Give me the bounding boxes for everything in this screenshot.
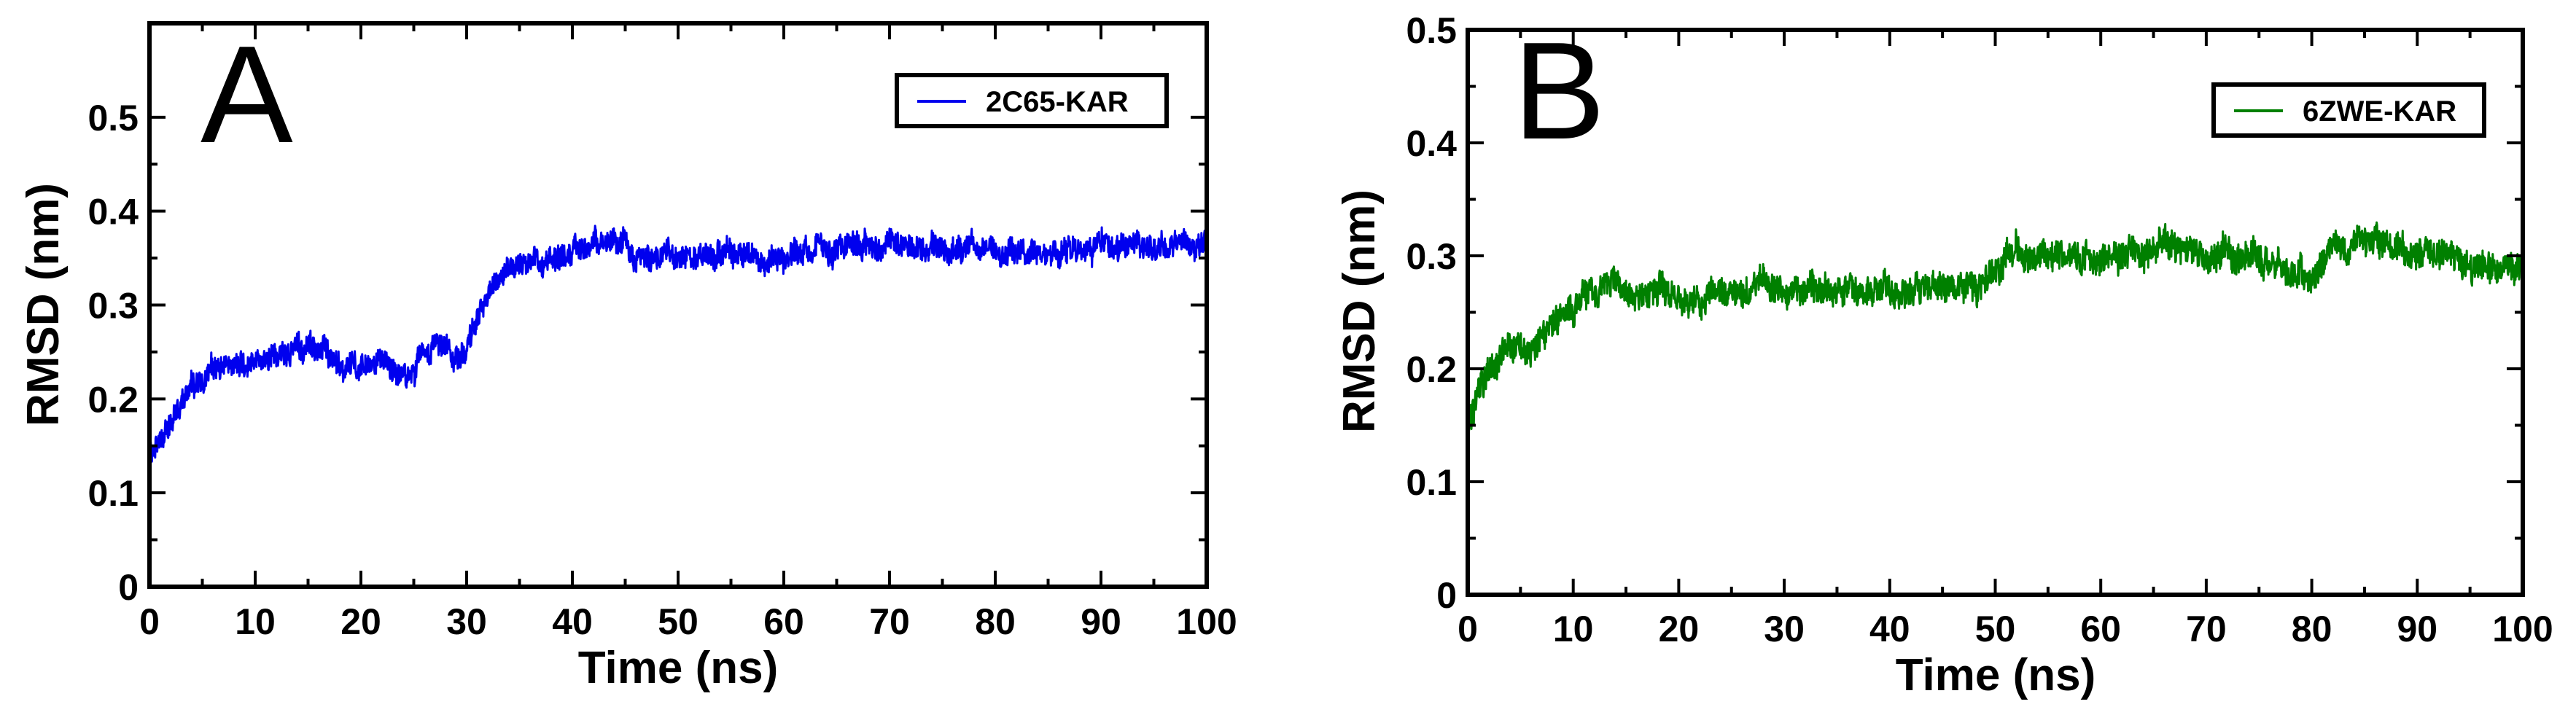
panel-b-legend-label: 6ZWE-KAR xyxy=(2303,95,2456,128)
panel-a-x-tick-label: 40 xyxy=(552,601,593,642)
panel-b-y-tick-label: 0.5 xyxy=(1406,10,1457,51)
panel-b-x-tick-label: 30 xyxy=(1764,609,1805,649)
panel-b-y-tick-label: 0.1 xyxy=(1406,462,1457,503)
panel-a-legend: 2C65-KAR xyxy=(895,73,1169,128)
panel-b-y-tick-label: 0.2 xyxy=(1406,349,1457,390)
panel-b-x-tick-label: 70 xyxy=(2186,609,2227,649)
panel-b-x-axis-title: Time (ns) xyxy=(1896,650,2096,700)
panel-a-x-tick-label: 70 xyxy=(869,601,910,642)
panel-a-y-axis-title: RMSD (nm) xyxy=(18,183,69,426)
panel-a-y-tick-label: 0.4 xyxy=(87,192,139,232)
panel-b-y-tick-label: 0.4 xyxy=(1406,123,1457,164)
panel-b-ticks xyxy=(1466,28,2524,596)
panel-a-y-tick-label: 0.1 xyxy=(87,473,139,514)
panel-a-series-marks xyxy=(148,224,1208,463)
panel-a-x-tick-label: 10 xyxy=(235,601,276,642)
panel-b-letter: B xyxy=(1513,14,1606,168)
panel-b-x-tick-label: 20 xyxy=(1659,609,1700,649)
panel-b-x-tick-label: 80 xyxy=(2292,609,2332,649)
panel-a-series-line-2c65-kar xyxy=(148,224,1208,463)
panel-a-y-tick-label: 0.2 xyxy=(87,379,139,420)
panel-a-x-tick-label: 30 xyxy=(446,601,487,642)
panel-a-y-tick-label: 0 xyxy=(118,567,139,608)
panel-b-x-tick-label: 0 xyxy=(1458,609,1478,649)
panel-a-ticks xyxy=(148,23,1208,588)
panel-b-x-tick-label: 10 xyxy=(1553,609,1594,649)
panel-b-series-marks xyxy=(1466,221,2524,434)
panel-b-x-tick-labels: 0 10 20 30 40 50 60 70 80 90 100 xyxy=(1458,609,2553,649)
panel-b-x-tick-label: 50 xyxy=(1975,609,2016,649)
panel-a-x-tick-label: 0 xyxy=(139,601,160,642)
panel-a-legend-label: 2C65-KAR xyxy=(986,86,1129,118)
panel-a-x-tick-label: 20 xyxy=(341,601,381,642)
panel-a: 0 10 20 30 40 50 60 70 80 90 100 0 0.1 0… xyxy=(18,17,1237,693)
panel-a-x-tick-label: 80 xyxy=(975,601,1016,642)
panel-b-y-tick-labels: 0 0.1 0.2 0.3 0.4 0.5 xyxy=(1406,10,1457,616)
panel-a-y-tick-labels: 0 0.1 0.2 0.3 0.4 0.5 xyxy=(87,98,139,608)
panel-b-x-tick-label: 90 xyxy=(2397,609,2437,649)
panel-a-y-tick-label: 0.5 xyxy=(87,98,139,138)
panel-b: 0 10 20 30 40 50 60 70 80 90 100 0 0.1 0… xyxy=(1334,10,2553,700)
panel-b-x-tick-label: 100 xyxy=(2492,609,2553,649)
panel-b-y-axis-title: RMSD (nm) xyxy=(1334,189,1385,433)
panel-b-x-tick-label: 40 xyxy=(1869,609,1910,649)
panel-b-x-tick-label: 60 xyxy=(2080,609,2121,649)
panel-a-x-tick-label: 60 xyxy=(763,601,804,642)
panel-b-legend: 6ZWE-KAR xyxy=(2211,82,2486,138)
panel-a-x-axis-title: Time (ns) xyxy=(578,643,778,693)
panel-a-x-tick-label: 90 xyxy=(1081,601,1121,642)
panel-b-y-tick-label: 0 xyxy=(1436,575,1457,616)
panel-a-letter: A xyxy=(201,17,293,172)
panel-a-y-tick-label: 0.3 xyxy=(87,286,139,327)
panel-a-x-tick-label: 50 xyxy=(658,601,699,642)
panel-a-x-tick-label: 100 xyxy=(1176,601,1237,642)
panel-a-x-tick-labels: 0 10 20 30 40 50 60 70 80 90 100 xyxy=(139,601,1237,642)
panel-b-series-line-6zwe-kar xyxy=(1466,221,2524,434)
panel-b-y-tick-label: 0.3 xyxy=(1406,236,1457,277)
